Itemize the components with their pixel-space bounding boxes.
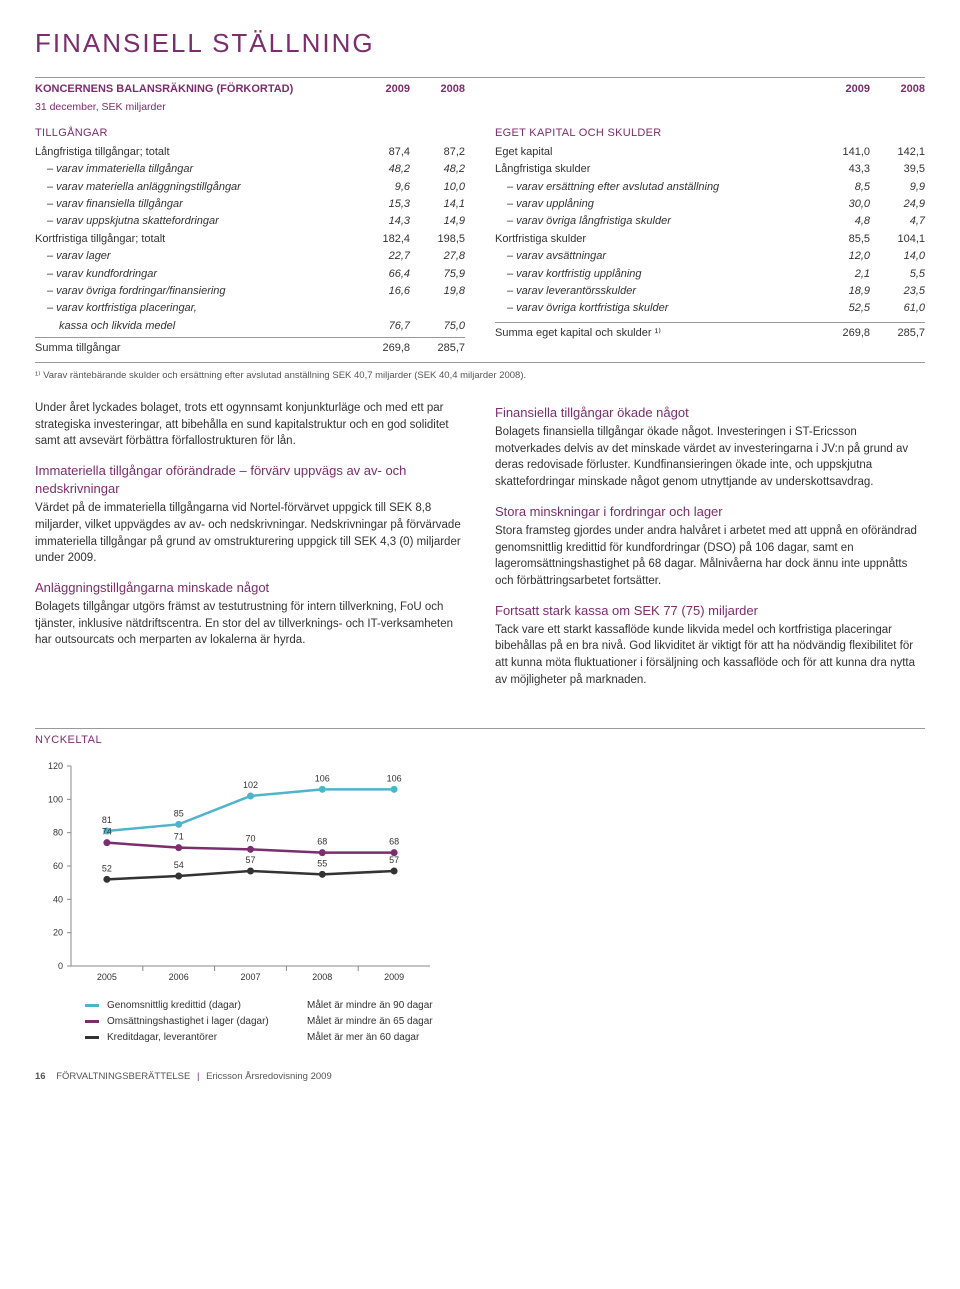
assets-table: KONCERNENS BALANSRÄKNING (FÖRKORTAD) 200… bbox=[35, 82, 465, 357]
body-paragraph: Bolagets tillgångar utgörs främst av tes… bbox=[35, 599, 465, 649]
svg-text:80: 80 bbox=[53, 828, 63, 838]
table-row: – varav uppskjutna skattefordringar14,31… bbox=[35, 213, 465, 230]
svg-text:2005: 2005 bbox=[97, 972, 117, 982]
svg-text:100: 100 bbox=[48, 794, 63, 804]
svg-text:74: 74 bbox=[102, 827, 112, 837]
assets-heading: TILLGÅNGAR bbox=[35, 117, 465, 143]
year-2008: 2008 bbox=[410, 82, 465, 97]
table-row: – varav ersättning efter avslutad anstäl… bbox=[495, 179, 925, 196]
table-row: – varav lager22,727,8 bbox=[35, 248, 465, 265]
equity-table: 2009 2008 EGET KAPITAL OCH SKULDER Eget … bbox=[495, 82, 925, 357]
svg-text:2007: 2007 bbox=[240, 972, 260, 982]
page-footer: 16 FÖRVALTNINGSBERÄTTELSE | Ericsson Års… bbox=[35, 1070, 925, 1083]
table-row: – varav materiella anläggningstillgångar… bbox=[35, 179, 465, 196]
body-heading: Finansiella tillgångar ökade något bbox=[495, 404, 925, 422]
svg-text:85: 85 bbox=[174, 808, 184, 818]
svg-text:0: 0 bbox=[58, 961, 63, 971]
table-row: – varav övriga fordringar/finansiering16… bbox=[35, 283, 465, 300]
total-label: Summa eget kapital och skulder ¹⁾ bbox=[495, 326, 815, 341]
table-row: – varav finansiella tillgångar15,314,1 bbox=[35, 196, 465, 213]
total-2008: 285,7 bbox=[870, 326, 925, 341]
svg-text:70: 70 bbox=[245, 833, 255, 843]
table-row: – varav upplåning30,024,9 bbox=[495, 196, 925, 213]
table-row bbox=[495, 318, 925, 320]
svg-text:57: 57 bbox=[245, 855, 255, 865]
table-row: – varav immateriella tillgångar48,248,2 bbox=[35, 161, 465, 178]
year-2009: 2009 bbox=[355, 82, 410, 97]
table-row: – varav kortfristig upplåning2,15,5 bbox=[495, 266, 925, 283]
table-row: Eget kapital141,0142,1 bbox=[495, 144, 925, 161]
table-row: – varav avsättningar12,014,0 bbox=[495, 248, 925, 265]
svg-text:2006: 2006 bbox=[169, 972, 189, 982]
svg-text:2008: 2008 bbox=[312, 972, 332, 982]
total-2008: 285,7 bbox=[410, 341, 465, 356]
svg-text:106: 106 bbox=[315, 773, 330, 783]
svg-text:68: 68 bbox=[317, 837, 327, 847]
svg-text:20: 20 bbox=[53, 928, 63, 938]
table-subtitle: 31 december, SEK miljarder bbox=[35, 100, 465, 118]
total-label: Summa tillgångar bbox=[35, 341, 355, 356]
svg-text:102: 102 bbox=[243, 780, 258, 790]
total-2009: 269,8 bbox=[815, 326, 870, 341]
legend-item: Genomsnittlig kredittid (dagar)Målet är … bbox=[85, 999, 475, 1013]
table-title: KONCERNENS BALANSRÄKNING (FÖRKORTAD) bbox=[35, 82, 355, 97]
svg-text:68: 68 bbox=[389, 837, 399, 847]
svg-text:40: 40 bbox=[53, 894, 63, 904]
body-heading: Fortsatt stark kassa om SEK 77 (75) milj… bbox=[495, 602, 925, 620]
page-number: 16 bbox=[35, 1071, 46, 1082]
table-row: Kortfristiga skulder85,5104,1 bbox=[495, 231, 925, 248]
table-row: – varav kundfordringar66,475,9 bbox=[35, 266, 465, 283]
table-row: – varav kortfristiga placeringar, bbox=[35, 300, 465, 317]
svg-text:54: 54 bbox=[174, 860, 184, 870]
legend-item: Omsättningshastighet i lager (dagar)Måle… bbox=[85, 1015, 475, 1029]
nyckeltal-chart: 0 20 40 60 80 100 120 2005 2006 2007 2008 2009 81 85 1… bbox=[35, 761, 475, 1045]
assets-total-row: Summa tillgångar 269,8 285,7 bbox=[35, 337, 465, 357]
footer-company: Ericsson Årsredovisning 2009 bbox=[206, 1071, 332, 1082]
legend-item: Kreditdagar, leverantörerMålet är mer än… bbox=[85, 1031, 475, 1045]
svg-text:106: 106 bbox=[387, 773, 402, 783]
body-paragraph: Tack vare ett starkt kassaflöde kunde li… bbox=[495, 622, 925, 689]
table-row: – varav övriga långfristiga skulder4,84,… bbox=[495, 213, 925, 230]
table-footnote: ¹⁾ Varav räntebärande skulder och ersätt… bbox=[35, 362, 925, 382]
equity-heading: EGET KAPITAL OCH SKULDER bbox=[495, 117, 925, 143]
table-row: Kortfristiga tillgångar; totalt182,4198,… bbox=[35, 231, 465, 248]
table-row: – varav leverantörsskulder18,923,5 bbox=[495, 283, 925, 300]
svg-text:2009: 2009 bbox=[384, 972, 404, 982]
year-2008: 2008 bbox=[870, 82, 925, 97]
equity-total-row: Summa eget kapital och skulder ¹⁾ 269,8 … bbox=[495, 322, 925, 342]
footer-sep: | bbox=[193, 1071, 203, 1082]
total-2009: 269,8 bbox=[355, 341, 410, 356]
year-2009: 2009 bbox=[815, 82, 870, 97]
table-row: Långfristiga tillgångar; totalt87,487,2 bbox=[35, 144, 465, 161]
page-title: FINANSIELL STÄLLNING bbox=[35, 25, 925, 61]
svg-text:71: 71 bbox=[174, 832, 184, 842]
svg-text:81: 81 bbox=[102, 815, 112, 825]
body-paragraph: Stora framsteg gjordes under andra halvå… bbox=[495, 523, 925, 590]
svg-text:57: 57 bbox=[389, 855, 399, 865]
table-row: – varav övriga kortfristiga skulder52,56… bbox=[495, 300, 925, 317]
table-row: kassa och likvida medel76,775,0 bbox=[35, 318, 465, 335]
body-heading: Immateriella tillgångar oförändrade – fö… bbox=[35, 462, 465, 498]
svg-text:60: 60 bbox=[53, 861, 63, 871]
balance-tables: KONCERNENS BALANSRÄKNING (FÖRKORTAD) 200… bbox=[35, 77, 925, 357]
svg-text:52: 52 bbox=[102, 863, 112, 873]
body-text: Under året lyckades bolaget, trots ett o… bbox=[35, 400, 925, 701]
body-paragraph: Värdet på de immateriella tillgångarna v… bbox=[35, 500, 465, 567]
body-heading: Anläggningstillgångarna minskade något bbox=[35, 579, 465, 597]
chart-title: NYCKELTAL bbox=[35, 728, 925, 748]
footer-section: FÖRVALTNINGSBERÄTTELSE bbox=[56, 1071, 190, 1082]
table-row: Långfristiga skulder43,339,5 bbox=[495, 161, 925, 178]
body-paragraph: Under året lyckades bolaget, trots ett o… bbox=[35, 400, 465, 450]
svg-text:120: 120 bbox=[48, 761, 63, 771]
body-heading: Stora minskningar i fordringar och lager bbox=[495, 503, 925, 521]
svg-text:55: 55 bbox=[317, 858, 327, 868]
body-paragraph: Bolagets finansiella tillgångar ökade nå… bbox=[495, 424, 925, 491]
